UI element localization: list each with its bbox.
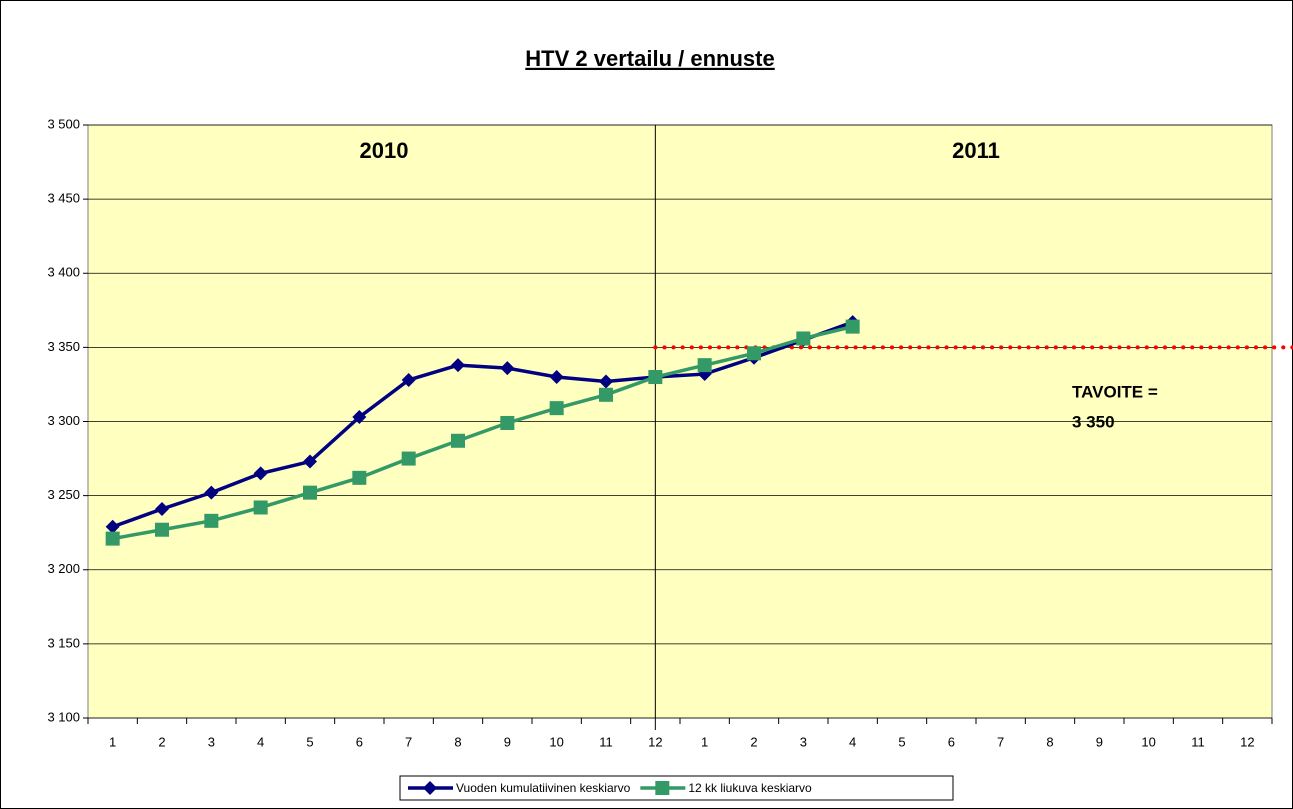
x-tick-label: 4: [257, 734, 264, 749]
x-tick-label: 6: [948, 734, 955, 749]
data-point: [155, 522, 169, 537]
data-point: [796, 331, 811, 346]
data-point: [204, 485, 219, 500]
x-tick-label: 5: [306, 734, 313, 749]
data-point: [303, 454, 317, 469]
x-tick-label: 11: [1191, 734, 1205, 749]
data-point: [401, 451, 416, 466]
chart-title: HTV 2 vertailu / ennuste: [525, 46, 774, 71]
year-label: 2010: [360, 138, 409, 163]
data-point: [845, 319, 860, 334]
legend-label: 12 kk liukuva keskiarvo: [688, 781, 812, 795]
year-label: 2011: [952, 138, 1000, 163]
data-point: [697, 358, 712, 373]
y-tick-label: 3 200: [47, 561, 80, 576]
x-tick-label: 1: [701, 734, 708, 749]
x-tick-label: 8: [454, 734, 461, 749]
target-annotation: TAVOITE =: [1072, 382, 1158, 401]
y-tick-label: 3 300: [47, 413, 80, 428]
series-line: [112, 324, 854, 541]
y-tick-label: 3 250: [47, 487, 80, 502]
x-tick-label: 6: [356, 734, 363, 749]
x-tick-label: 7: [405, 734, 412, 749]
data-point: [105, 531, 120, 546]
x-tick-label: 3: [800, 734, 807, 749]
series-line: [112, 320, 854, 529]
data-point: [253, 466, 268, 481]
x-tick-label: 10: [549, 734, 563, 749]
data-point: [253, 500, 268, 515]
data-point: [500, 361, 515, 376]
data-point: [451, 433, 465, 448]
y-tick-label: 3 500: [47, 116, 80, 131]
target-annotation: 3 350: [1072, 412, 1115, 431]
x-tick-label: 9: [1096, 734, 1103, 749]
data-point: [648, 370, 663, 385]
data-point: [549, 401, 564, 416]
y-tick-label: 3 100: [47, 709, 80, 724]
y-tick-label: 3 350: [47, 339, 80, 354]
data-point: [105, 519, 120, 534]
y-tick-label: 3 400: [47, 265, 80, 280]
data-point: [401, 372, 416, 387]
x-tick-label: 2: [158, 734, 165, 749]
data-point: [155, 501, 169, 516]
y-tick-label: 3 150: [47, 635, 80, 650]
data-point: [352, 410, 367, 425]
legend-label: Vuoden kumulatiivinen keskiarvo: [456, 781, 631, 795]
x-tick-label: 2: [750, 734, 757, 749]
x-tick-label: 5: [898, 734, 905, 749]
y-tick-label: 3 450: [47, 191, 80, 206]
data-point: [549, 370, 564, 385]
x-tick-label: 12: [648, 734, 662, 749]
data-point: [352, 470, 367, 485]
x-tick-label: 10: [1141, 734, 1155, 749]
x-tick-label: 8: [1046, 734, 1053, 749]
x-tick-label: 12: [1240, 734, 1254, 749]
data-point: [204, 513, 219, 528]
x-tick-label: 1: [109, 734, 116, 749]
data-point: [747, 346, 761, 361]
data-point: [599, 374, 613, 389]
data-point: [500, 415, 515, 430]
data-point: [303, 485, 317, 500]
data-point: [451, 358, 465, 373]
x-tick-label: 11: [599, 734, 613, 749]
legend-marker: [655, 781, 670, 795]
legend-marker: [423, 781, 437, 795]
x-tick-label: 3: [208, 734, 215, 749]
data-point: [599, 387, 613, 402]
x-tick-label: 9: [504, 734, 511, 749]
x-tick-label: 4: [849, 734, 856, 749]
x-tick-label: 7: [997, 734, 1004, 749]
